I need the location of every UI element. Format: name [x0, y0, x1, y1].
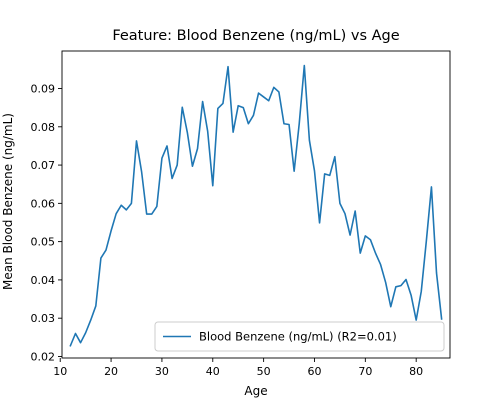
- y-axis-label: Mean Blood Benzene (ng/mL): [1, 113, 15, 290]
- y-tick-label: 0.05: [31, 236, 56, 249]
- x-tick-label: 70: [358, 365, 372, 378]
- y-tick-label: 0.06: [31, 197, 56, 210]
- plot-frame: [61, 50, 451, 359]
- x-tick-label: 30: [155, 365, 169, 378]
- x-tick-label: 10: [53, 365, 67, 378]
- x-tick-label: 40: [206, 365, 220, 378]
- x-axis-label: Age: [244, 384, 267, 398]
- y-tick-label: 0.02: [31, 350, 56, 363]
- x-tick-label: 60: [307, 365, 321, 378]
- marks-layer: 10 20 30 40 50 60 70 80 0.02 0.03 0.04 0.05 0.06 0.07…: [31, 50, 451, 378]
- y-tick-label: 0.08: [31, 121, 56, 134]
- x-tick-label: 20: [104, 365, 118, 378]
- x-tick-label: 80: [409, 365, 423, 378]
- plot-area: [62, 51, 450, 358]
- legend-label: Blood Benzene (ng/mL) (R2=0.01): [199, 330, 397, 344]
- legend-box: [154, 321, 445, 352]
- y-tick-label: 0.03: [31, 312, 56, 325]
- chart-title: Feature: Blood Benzene (ng/mL) vs Age: [112, 28, 399, 44]
- y-tick-label: 0.09: [31, 83, 56, 96]
- series-line-0: [69, 64, 443, 347]
- y-tick-label: 0.04: [31, 274, 56, 287]
- x-tick-label: 50: [257, 365, 271, 378]
- y-tick-label: 0.07: [31, 159, 56, 172]
- legend: Blood Benzene (ng/mL) (R2=0.01): [154, 321, 445, 352]
